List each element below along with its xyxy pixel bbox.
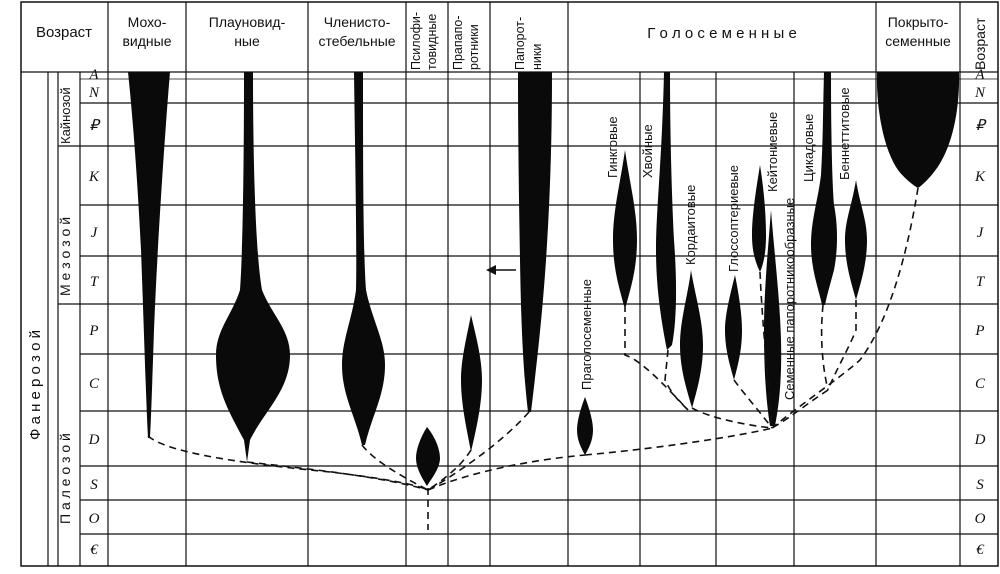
spindle-progymnosperms: [577, 397, 593, 455]
label-ginkgo: Гинкговые: [605, 116, 620, 178]
period-label: T: [90, 274, 100, 290]
spindle-cycads: [811, 72, 837, 305]
label-progymnosperms: Праголосеменные: [579, 279, 594, 390]
period-label: J: [977, 225, 985, 241]
period-label: A: [974, 67, 985, 83]
period-label: ₽: [975, 118, 987, 134]
column-header-horsetails-line1: Членисто-: [324, 14, 391, 30]
period-label: O: [89, 511, 100, 527]
spindle-proferns: [461, 315, 482, 452]
spindle-mosses: [128, 72, 170, 438]
column-header-proferns-line1: Прапапо-: [451, 16, 465, 71]
label-glossopterids: Глоссоптериевые: [726, 165, 741, 272]
period-label: T: [976, 274, 986, 290]
spindle-ferns: [518, 72, 552, 412]
column-header-ferns-line1: Папорот-: [513, 17, 527, 70]
fern-arrow: [486, 265, 516, 275]
label-cordaites: Кордаитовые: [683, 185, 698, 265]
column-header-mosses-line1: Мохо-: [128, 14, 167, 30]
age-header-right: Возраст: [972, 17, 988, 70]
age-header: Возраст: [36, 24, 92, 41]
spindle-conifers: [656, 72, 677, 350]
diagram-frame: [20, 1, 999, 567]
label-bennettites: Беннеттитовые: [837, 87, 852, 180]
spindle-bennettites: [845, 180, 867, 300]
label-caytonia: Кейтониевые: [765, 112, 780, 192]
column-header-horsetails-line2: стебельные: [318, 33, 395, 49]
period-label: P: [88, 323, 98, 339]
era-paleozoic-label: П а л е о з о й: [57, 433, 73, 524]
period-grid: [58, 78, 998, 535]
period-label: €: [90, 542, 99, 558]
period-label: A: [88, 67, 99, 83]
period-label: N: [974, 85, 986, 101]
column-dividers: [47, 2, 961, 566]
spindle-seed-ferns: [764, 210, 782, 426]
spindle-ginkgo: [613, 150, 637, 306]
period-labels-left: A N ₽ K J T P C D S O €: [88, 67, 102, 558]
spindle-cordaites: [680, 270, 703, 408]
column-header-lycopods-line1: Плауновид-: [209, 14, 286, 30]
period-label: S: [976, 477, 984, 493]
period-label: C: [89, 376, 100, 392]
spindle-glossopterids: [725, 275, 742, 380]
era-mesozoic-label: М е з о з о й: [57, 217, 73, 296]
column-header-mosses-line2: видные: [122, 33, 171, 49]
phylogeny-dashed-lines: [147, 187, 919, 530]
period-label: €: [976, 542, 985, 558]
period-label: ₽: [89, 118, 101, 134]
column-header-angiosperms-line1: Покрыто-: [888, 14, 949, 30]
spindle-angiosperms: [876, 72, 960, 188]
period-label: P: [974, 323, 984, 339]
column-header-angiosperms-line2: семенные: [885, 33, 951, 49]
spindle-caytonia: [752, 165, 766, 272]
period-label: D: [88, 432, 100, 448]
period-label: N: [88, 85, 100, 101]
period-label: S: [90, 477, 98, 493]
spindle-lycopods: [216, 72, 290, 462]
period-label: C: [975, 376, 986, 392]
period-label: K: [974, 169, 986, 185]
spindle-horsetails: [342, 72, 385, 445]
period-label: O: [975, 511, 986, 527]
column-header-ferns-line2: ники: [530, 44, 544, 70]
column-header-psilophytes-line1: Псилофи-: [409, 12, 423, 70]
column-header-proferns-line2: ротники: [467, 24, 481, 70]
period-label: D: [974, 432, 986, 448]
period-labels-right: A N ₽ K J T P C D S O €: [974, 67, 988, 558]
label-conifers: Хвойные: [640, 124, 655, 178]
eon-label: Ф а н е р о з о й: [27, 330, 44, 440]
spindle-psilophytes: [416, 427, 440, 486]
label-cycads: Цикадовые: [801, 114, 816, 182]
column-header-psilophytes-line2: товидные: [425, 14, 439, 70]
era-cenozoic-label: Кайнозой: [58, 87, 73, 144]
label-seed-ferns: Семенные папоротникообразные: [782, 198, 797, 400]
column-header-gymnosperms: Г о л о с е м е н н ы е: [647, 25, 797, 42]
column-header-lycopods-line2: ные: [234, 33, 260, 49]
period-label: J: [91, 225, 99, 241]
period-label: K: [88, 169, 100, 185]
